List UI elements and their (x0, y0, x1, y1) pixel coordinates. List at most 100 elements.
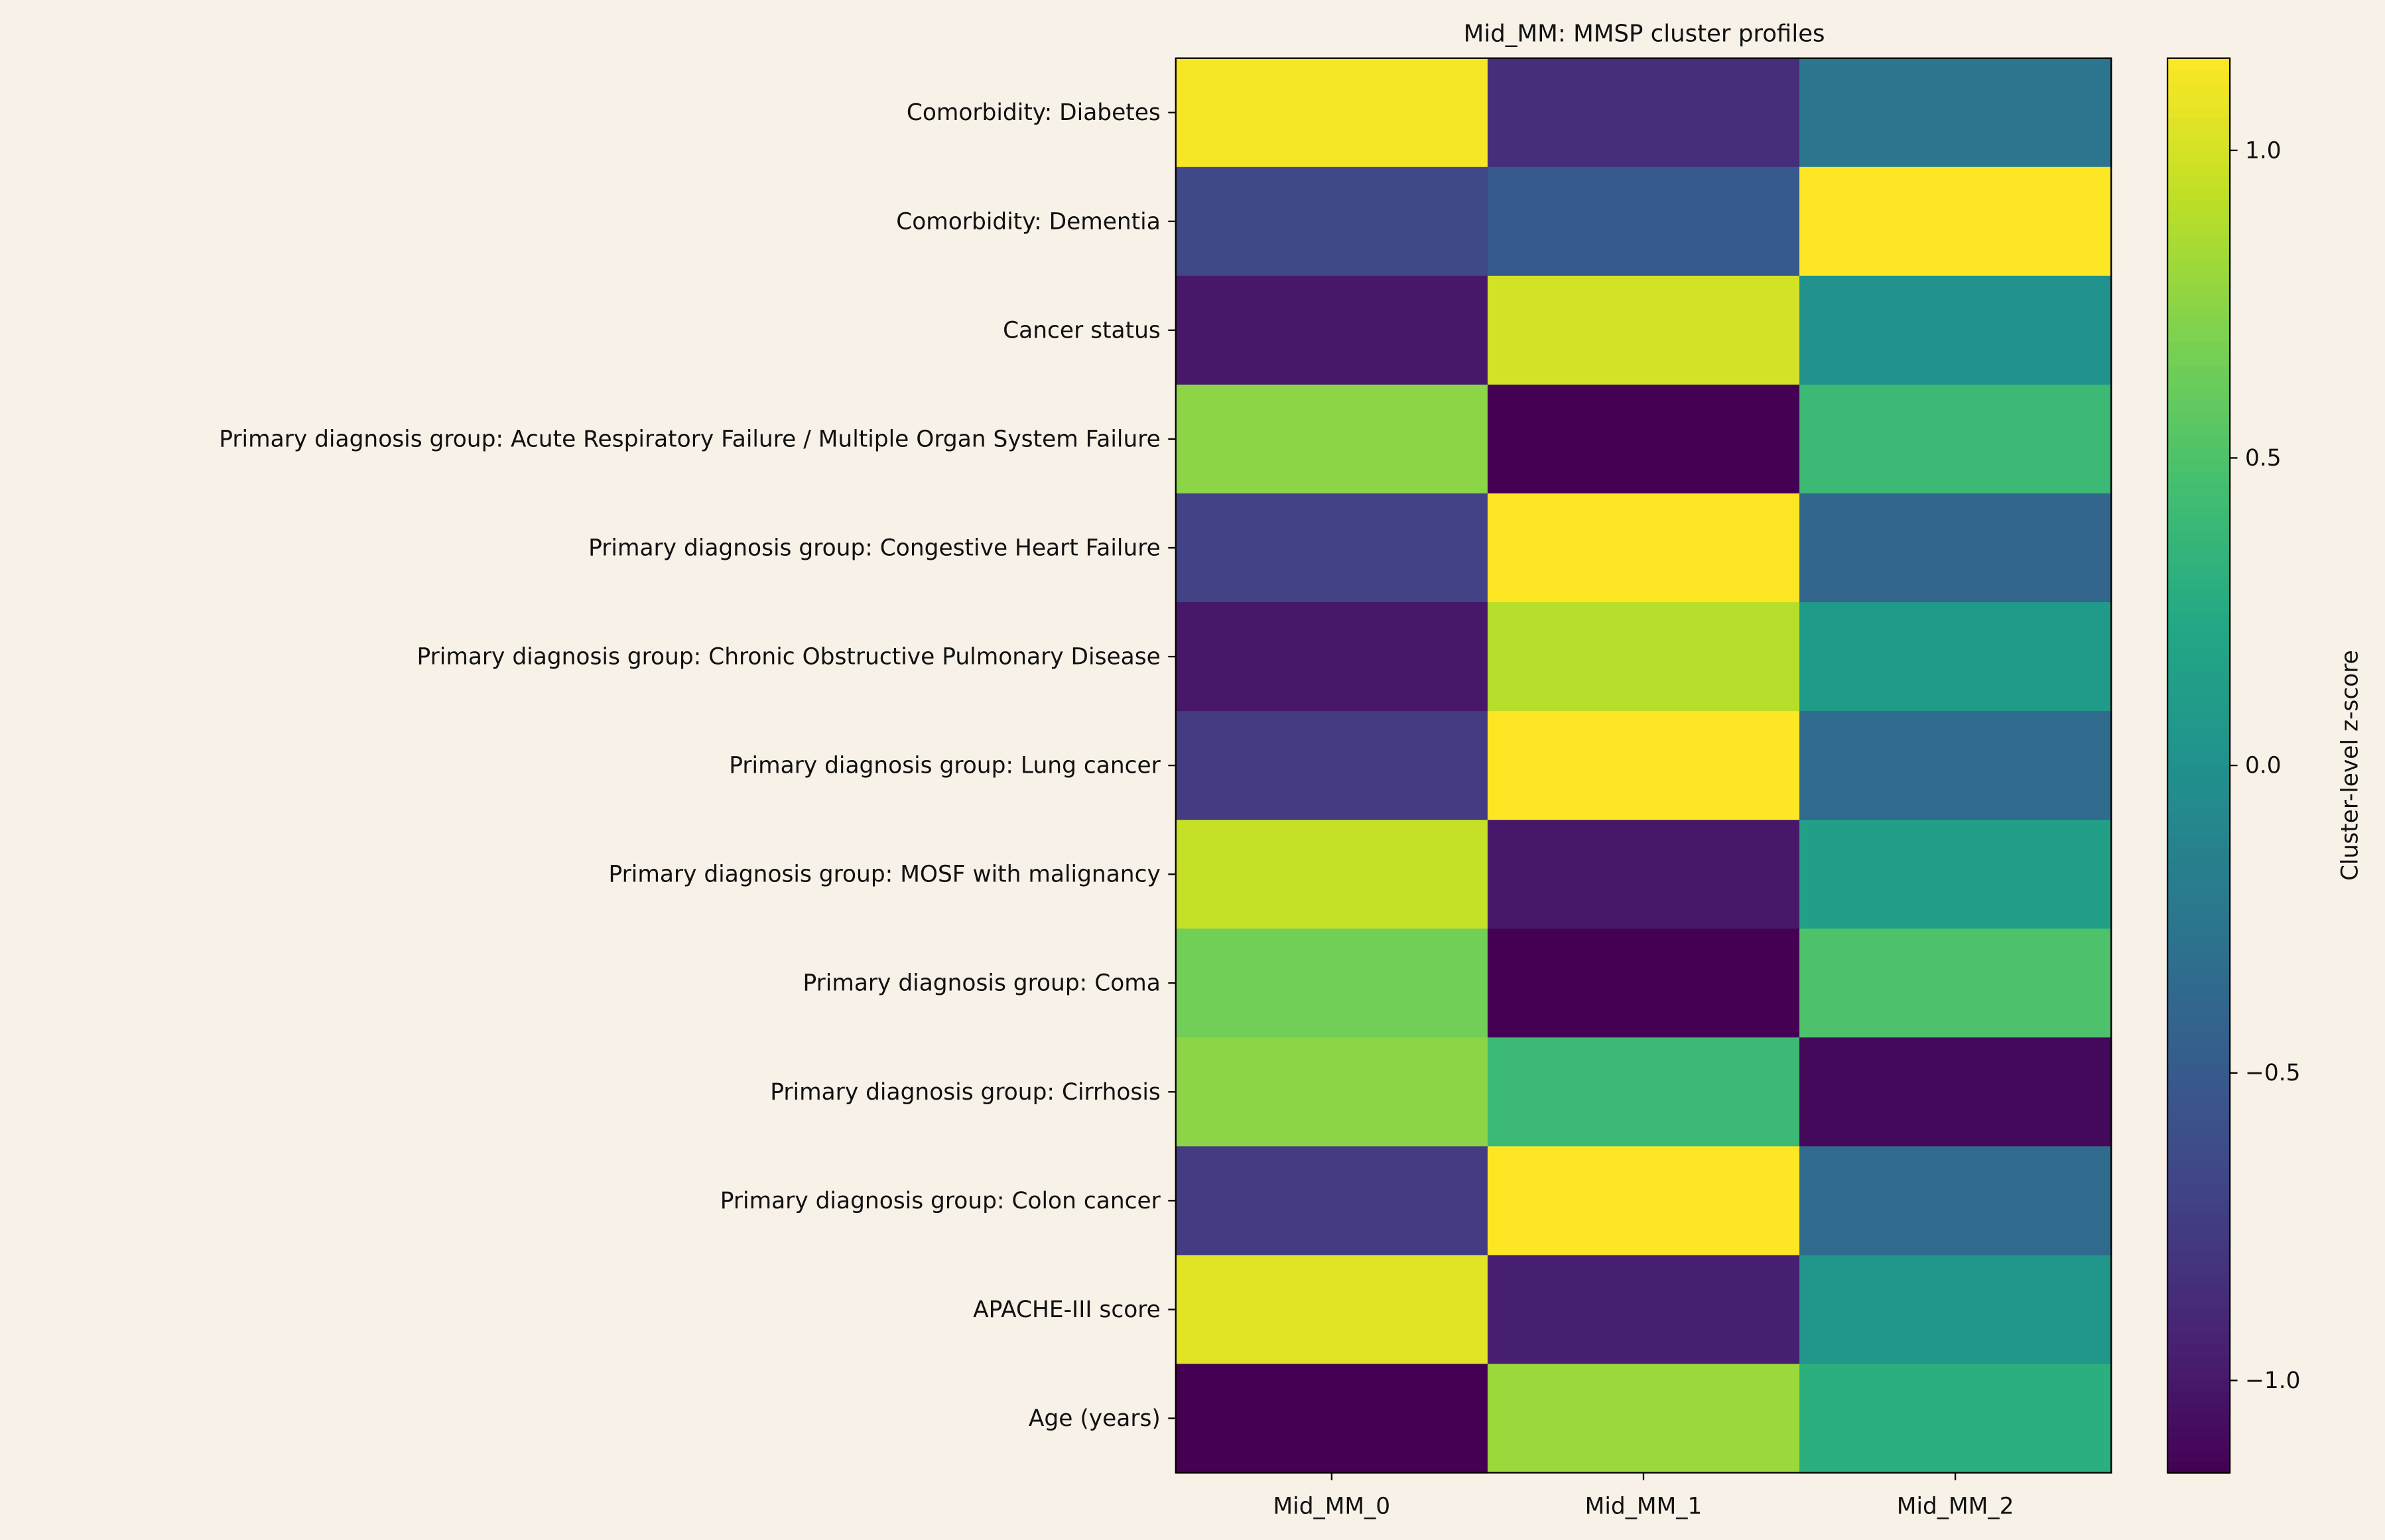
column-label: Mid_MM_0 (1273, 1493, 1391, 1519)
colorbar-segment (2167, 930, 2230, 944)
heatmap-cell (1175, 1037, 1489, 1147)
colorbar-segment (2167, 494, 2230, 507)
colorbar-segment (2167, 1154, 2230, 1167)
colorbar-segment (2167, 317, 2230, 330)
colorbar-segment (2167, 459, 2230, 472)
colorbar-segment (2167, 1425, 2230, 1439)
heatmap-cell (1175, 275, 1489, 386)
heatmap-cell (1487, 58, 1801, 168)
colorbar-segment (2167, 978, 2230, 991)
colorbar-segment (2167, 694, 2230, 708)
colorbar-segment (2167, 1260, 2230, 1273)
colorbar-segment (2167, 741, 2230, 755)
heatmap-cell (1487, 1364, 1801, 1474)
colorbar-segment (2167, 635, 2230, 649)
colorbar-segment (2167, 883, 2230, 897)
colorbar-segment (2167, 199, 2230, 213)
colorbar-segment (2167, 270, 2230, 283)
heatmap-cell (1799, 58, 2112, 168)
colorbar-segment (2167, 117, 2230, 130)
colorbar-segment (2167, 1248, 2230, 1261)
colorbar-segment (2167, 1331, 2230, 1344)
heatmap-cell (1175, 1255, 1489, 1365)
chart-title: Mid_MM: MMSP cluster profiles (1464, 20, 1825, 47)
colorbar-segment (2167, 235, 2230, 248)
colorbar-segment (2167, 1131, 2230, 1144)
colorbar-segment (2167, 152, 2230, 166)
row-label: Comorbidity: Dementia (896, 208, 1161, 235)
colorbar-segment (2167, 1272, 2230, 1285)
row-label: Primary diagnosis group: Acute Respirato… (219, 426, 1161, 452)
colorbar-segment (2167, 1095, 2230, 1108)
heatmap-cell (1799, 1037, 2112, 1147)
colorbar-segment (2167, 517, 2230, 531)
row-label: Primary diagnosis group: Chronic Obstruc… (417, 644, 1161, 671)
colorbar-segment (2167, 789, 2230, 802)
heatmap-cell (1175, 166, 1489, 277)
colorbar-segment (2167, 341, 2230, 354)
colorbar-segment (2167, 954, 2230, 967)
colorbar-segment (2167, 623, 2230, 637)
column-label: Mid_MM_2 (1897, 1493, 2014, 1519)
colorbar-segment (2167, 353, 2230, 366)
column-label: Mid_MM_1 (1585, 1493, 1703, 1519)
colorbar-segment (2167, 919, 2230, 932)
colorbar-segment (2167, 1013, 2230, 1026)
colorbar-segment (2167, 329, 2230, 342)
colorbar-segment (2167, 411, 2230, 425)
colorbar-segment (2167, 907, 2230, 920)
row-label: Primary diagnosis group: Lung cancer (729, 753, 1161, 779)
colorbar-segment (2167, 105, 2230, 118)
row-label: Comorbidity: Diabetes (907, 99, 1161, 126)
heatmap-cell (1175, 1146, 1489, 1256)
colorbar-segment (2167, 1213, 2230, 1226)
colorbar-segment (2167, 164, 2230, 177)
colorbar-segment (2167, 753, 2230, 767)
colorbar-segment (2167, 1178, 2230, 1191)
colorbar-segment (2167, 223, 2230, 236)
colorbar-segment (2167, 812, 2230, 826)
colorbar-tick-label: 0.0 (2245, 753, 2282, 779)
colorbar-segment (2167, 82, 2230, 95)
heatmap-cell (1487, 1255, 1801, 1365)
colorbar-segment (2167, 553, 2230, 566)
colorbar-segment (2167, 294, 2230, 307)
row-label: Primary diagnosis group: MOSF with malig… (609, 862, 1161, 888)
colorbar-segment (2167, 600, 2230, 613)
heatmap-cell (1799, 820, 2112, 930)
colorbar-segment (2167, 1378, 2230, 1391)
colorbar-tick-label: −1.0 (2245, 1368, 2301, 1394)
heatmap-cell (1799, 711, 2112, 821)
colorbar-segment (2167, 376, 2230, 389)
heatmap-cell (1487, 275, 1801, 386)
heatmap-cell (1175, 711, 1489, 821)
colorbar-segment (2167, 1189, 2230, 1203)
colorbar-segment (2167, 1366, 2230, 1380)
colorbar-segment (2167, 564, 2230, 578)
row-label: Primary diagnosis group: Congestive Hear… (588, 535, 1161, 561)
colorbar-segment (2167, 1201, 2230, 1214)
colorbar-segment (2167, 730, 2230, 743)
heatmap-cell (1175, 384, 1489, 495)
row-label: Cancer status (1003, 317, 1161, 344)
heatmap-cell (1799, 602, 2112, 712)
colorbar-segment (2167, 942, 2230, 955)
colorbar-segment (2167, 588, 2230, 602)
colorbar-segment (2167, 706, 2230, 720)
colorbar-segment (2167, 482, 2230, 495)
colorbar-segment (2167, 612, 2230, 625)
colorbar-segment (2167, 1460, 2230, 1474)
heatmap-cell (1799, 1255, 2112, 1365)
heatmap-cell (1799, 384, 2112, 495)
colorbar-segment (2167, 718, 2230, 732)
heatmap-cell (1799, 1364, 2112, 1474)
colorbar-segment (2167, 1119, 2230, 1132)
heatmap-cell (1175, 58, 1489, 168)
row-label: Primary diagnosis group: Cirrhosis (770, 1079, 1161, 1106)
colorbar-segment (2167, 801, 2230, 814)
row-label: Primary diagnosis group: Coma (803, 970, 1161, 997)
heatmap-cell (1487, 1037, 1801, 1147)
colorbar-segment (2167, 1072, 2230, 1085)
colorbar-segment (2167, 848, 2230, 861)
colorbar-segment (2167, 682, 2230, 696)
